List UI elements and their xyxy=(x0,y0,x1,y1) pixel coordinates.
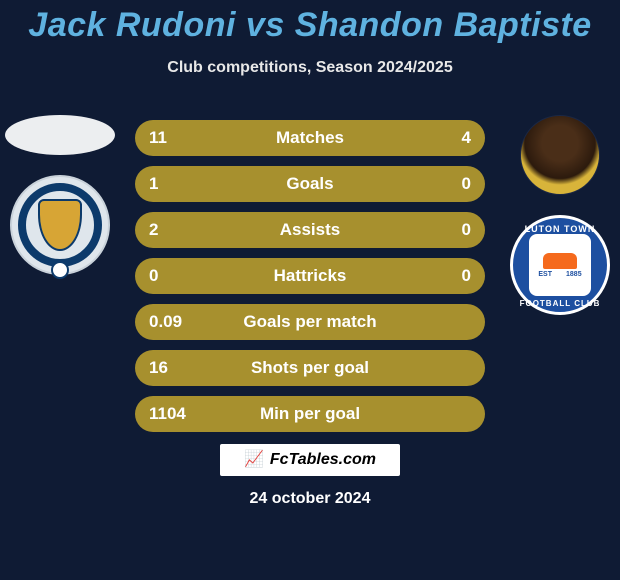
stat-row: 2Assists0 xyxy=(135,212,485,248)
stat-right-value: 0 xyxy=(462,266,471,286)
badge-bottom-text: FOOTBALL CLUB xyxy=(513,299,607,308)
stat-left-value: 1 xyxy=(149,174,158,194)
stat-label: Assists xyxy=(135,220,485,240)
right-column: LUTON TOWN EST 1885 FOOTBALL CLUB xyxy=(500,115,620,315)
stat-row: 11Matches4 xyxy=(135,120,485,156)
player1-photo xyxy=(5,115,115,155)
player1-name: Jack Rudoni xyxy=(28,6,236,44)
stat-row: 1Goals0 xyxy=(135,166,485,202)
stat-label: Shots per goal xyxy=(135,358,485,378)
stat-label: Hattricks xyxy=(135,266,485,286)
footer-date: 24 october 2024 xyxy=(250,490,371,508)
stat-left-value: 1104 xyxy=(149,404,186,424)
stat-label: Goals xyxy=(135,174,485,194)
stats-bars: 11Matches41Goals02Assists00Hattricks00.0… xyxy=(135,120,485,432)
left-column xyxy=(0,115,120,275)
site-name: FcTables.com xyxy=(270,451,376,469)
stat-row: 0Hattricks0 xyxy=(135,258,485,294)
stat-label: Matches xyxy=(135,128,485,148)
player2-photo xyxy=(520,115,600,195)
badge-est: EST xyxy=(538,271,552,278)
site-logo: 📈 FcTables.com xyxy=(220,444,400,476)
badge-year: 1885 xyxy=(566,271,582,278)
stat-left-value: 11 xyxy=(149,128,167,148)
stat-row: 0.09Goals per match xyxy=(135,304,485,340)
stat-right-value: 0 xyxy=(462,174,471,194)
page-title: Jack Rudoni vs Shandon Baptiste xyxy=(0,0,620,45)
stat-label: Goals per match xyxy=(135,312,485,332)
stat-row: 1104Min per goal xyxy=(135,396,485,432)
badge-top-text: LUTON TOWN xyxy=(513,224,607,234)
vs-text: vs xyxy=(246,6,285,44)
stat-right-value: 4 xyxy=(462,128,471,148)
club-crest-coventry xyxy=(10,175,110,275)
stat-label: Min per goal xyxy=(135,404,485,424)
stat-right-value: 0 xyxy=(462,220,471,240)
stat-row: 16Shots per goal xyxy=(135,350,485,386)
page-subtitle: Club competitions, Season 2024/2025 xyxy=(0,59,620,77)
stat-left-value: 0.09 xyxy=(149,312,182,332)
chart-icon: 📈 xyxy=(244,452,264,468)
player2-name: Shandon Baptiste xyxy=(295,6,592,44)
stat-left-value: 2 xyxy=(149,220,158,240)
stat-left-value: 16 xyxy=(149,358,168,378)
stat-left-value: 0 xyxy=(149,266,158,286)
club-crest-luton: LUTON TOWN EST 1885 FOOTBALL CLUB xyxy=(510,215,610,315)
